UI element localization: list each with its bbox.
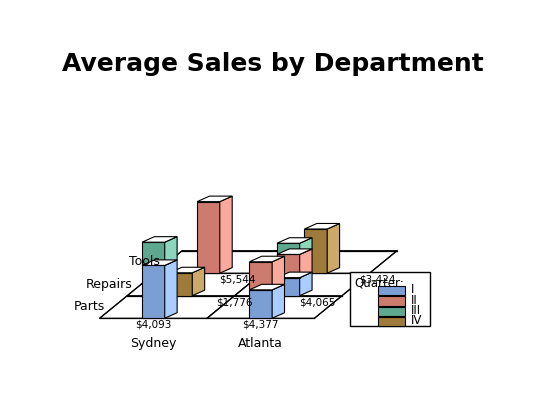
Polygon shape (277, 272, 312, 278)
FancyBboxPatch shape (350, 272, 430, 326)
Polygon shape (127, 273, 262, 296)
Polygon shape (165, 260, 177, 318)
FancyBboxPatch shape (378, 296, 405, 306)
Polygon shape (327, 223, 340, 273)
FancyBboxPatch shape (378, 307, 405, 316)
Polygon shape (272, 284, 285, 318)
Polygon shape (192, 267, 205, 296)
Polygon shape (100, 296, 235, 318)
FancyBboxPatch shape (378, 317, 405, 326)
Polygon shape (300, 249, 312, 278)
Polygon shape (142, 237, 177, 242)
Polygon shape (197, 196, 232, 201)
Polygon shape (277, 238, 312, 243)
Text: $4,377: $4,377 (243, 320, 279, 330)
Polygon shape (277, 255, 300, 278)
Text: $3,424: $3,424 (360, 275, 396, 285)
Text: $4,093: $4,093 (135, 320, 172, 330)
Text: Sydney: Sydney (130, 337, 176, 350)
Polygon shape (249, 262, 272, 290)
Text: $5,544: $5,544 (219, 275, 256, 285)
Polygon shape (272, 256, 285, 290)
Polygon shape (155, 251, 290, 273)
Text: III: III (411, 304, 421, 317)
Text: Parts: Parts (74, 300, 105, 314)
Polygon shape (142, 265, 165, 318)
Polygon shape (300, 238, 312, 255)
Polygon shape (142, 260, 177, 265)
Polygon shape (165, 237, 177, 265)
Text: Tools: Tools (130, 255, 160, 269)
Text: II: II (411, 294, 417, 306)
Polygon shape (249, 256, 285, 262)
Polygon shape (220, 196, 232, 273)
Text: $1,776: $1,776 (216, 297, 253, 307)
Polygon shape (169, 273, 192, 296)
Text: Average Sales by Department: Average Sales by Department (62, 53, 484, 77)
Text: $4,065: $4,065 (299, 297, 335, 307)
Polygon shape (207, 296, 342, 318)
Polygon shape (304, 229, 327, 273)
Text: Quarter:: Quarter: (354, 277, 405, 290)
Text: Atlanta: Atlanta (238, 337, 283, 350)
Polygon shape (197, 201, 220, 273)
FancyBboxPatch shape (378, 286, 405, 295)
Polygon shape (142, 242, 165, 265)
Polygon shape (277, 243, 300, 255)
Text: I: I (411, 283, 414, 296)
Polygon shape (169, 267, 205, 273)
Text: Repairs: Repairs (86, 278, 133, 291)
Polygon shape (249, 290, 272, 318)
Polygon shape (300, 272, 312, 296)
Polygon shape (249, 284, 285, 290)
Polygon shape (277, 249, 312, 255)
Polygon shape (262, 251, 397, 273)
Polygon shape (304, 223, 340, 229)
Polygon shape (277, 278, 300, 296)
Text: IV: IV (411, 314, 422, 327)
Polygon shape (235, 273, 369, 296)
